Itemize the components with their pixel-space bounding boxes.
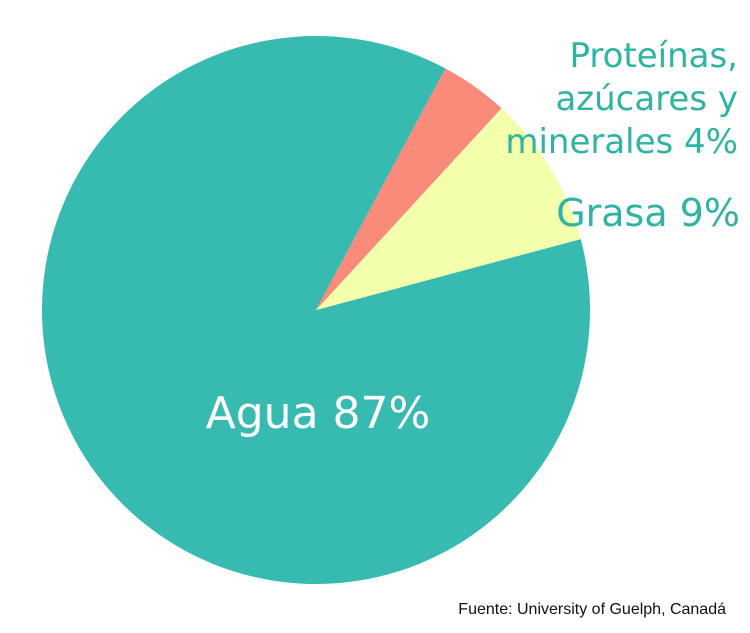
label-proteinas-line: minerales 4% <box>505 122 738 162</box>
slice-grasa <box>316 108 581 311</box>
label-agua: Agua 87% <box>206 388 431 439</box>
label-proteinas-line: Proteínas, <box>569 36 738 76</box>
slice-agua <box>41 35 591 584</box>
label-proteinas-line: azúcares y <box>555 79 738 119</box>
pie-slices <box>41 35 591 584</box>
source-note: Fuente: University of Guelph, Canadá <box>458 601 726 618</box>
label-grasa: Grasa 9% <box>556 191 740 235</box>
slice-proteinas <box>316 68 502 310</box>
pie-labels: Agua 87% Grasa 9% Proteínas,azúcares ymine… <box>206 36 740 439</box>
